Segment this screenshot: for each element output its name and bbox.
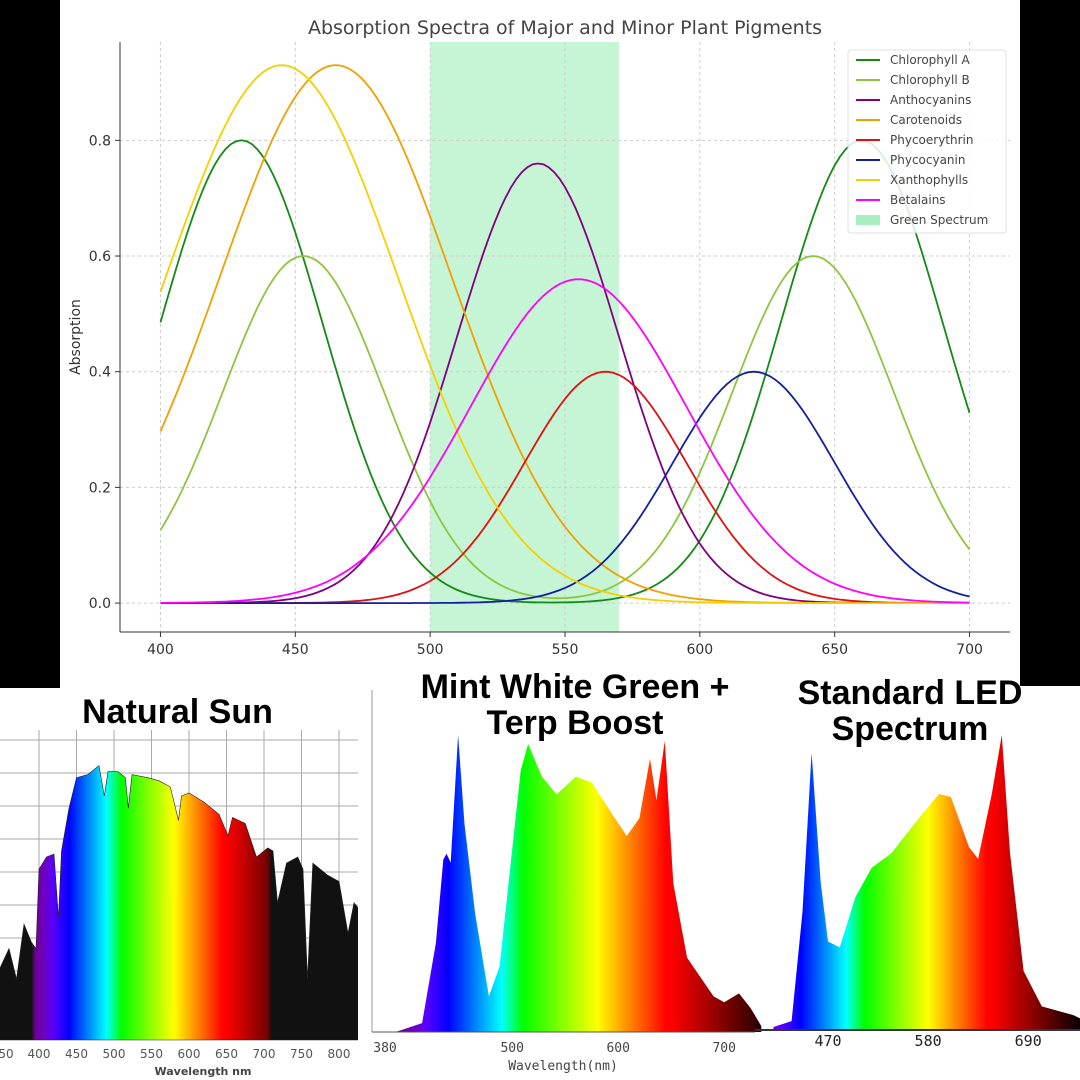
series-line-chlorophyll-b — [159, 255, 971, 600]
panel-divider — [358, 690, 362, 1050]
x-tick-label: 600 — [606, 1041, 629, 1056]
x-tick-label: 470 — [814, 1032, 841, 1050]
legend-label: Carotenoids — [890, 113, 962, 127]
series-line-phycocyanin — [160, 370, 970, 604]
y-axis-label: Absorption — [68, 299, 84, 375]
legend-label: Green Spectrum — [890, 213, 988, 227]
spectrum-area — [773, 735, 1080, 1030]
y-tick-label: 0.4 — [89, 365, 111, 381]
x-tick-label: 500 — [417, 642, 444, 658]
x-tick-label: 400 — [28, 1047, 51, 1061]
y-tick-label: 0.6 — [89, 249, 111, 265]
left-black-bar — [0, 0, 60, 688]
x-tick-label: 500 — [500, 1041, 523, 1056]
y-tick-label: 0.8 — [89, 133, 111, 149]
legend-label: Betalains — [890, 193, 946, 207]
x-tick-label: 450 — [65, 1047, 88, 1061]
legend-swatch — [856, 215, 880, 225]
x-tick-label: 600 — [178, 1047, 201, 1061]
series-line-betalains — [160, 278, 970, 604]
x-tick-label: 700 — [253, 1047, 276, 1061]
x-tick-label: 580 — [915, 1032, 942, 1050]
x-tick-label: 700 — [956, 642, 983, 658]
legend-label: Phycocyanin — [890, 153, 965, 167]
legend-label: Chlorophyll A — [890, 53, 970, 67]
chart-title: Absorption Spectra of Major and Minor Pl… — [308, 17, 822, 39]
x-tick-label: 650 — [821, 642, 848, 658]
legend — [847, 49, 1007, 234]
x-tick-label: 380 — [373, 1041, 396, 1056]
x-tick-label: 550 — [140, 1047, 163, 1061]
x-tick-label: 50 — [0, 1047, 14, 1061]
x-tick-label: 800 — [328, 1047, 351, 1061]
x-tick-label: 400 — [147, 642, 174, 658]
absorption-chart: 400 450 500 550 600 650 700 0.0 0.2 0.4 0.6 0.8 Abso… — [68, 17, 1010, 658]
legend-label: Xanthophylls — [890, 173, 968, 187]
x-tick-label: 650 — [215, 1047, 238, 1061]
legend-label: Chlorophyll B — [890, 73, 970, 87]
x-axis-label: Wavelength(nm) — [508, 1059, 618, 1074]
y-tick-label: 0.2 — [89, 480, 111, 496]
legend-label: Phycoerythrin — [890, 133, 973, 147]
x-tick-label: 500 — [103, 1047, 126, 1061]
right-black-bar — [1020, 0, 1080, 686]
spectrum-area — [395, 735, 762, 1032]
x-tick-label: 600 — [686, 642, 713, 658]
mint-white-title: Mint White Green + Terp Boost — [420, 668, 730, 742]
x-axis-label: Wavelength nm — [155, 1065, 252, 1078]
x-tick-label: 450 — [282, 642, 309, 658]
standard-led-title: Standard LED Spectrum — [797, 674, 1023, 748]
series-line-xanthophylls — [159, 64, 970, 604]
series-line-chlorophyll-a — [159, 139, 971, 604]
spectrum-area — [0, 764, 362, 1041]
natural-sun-title: Natural Sun — [82, 693, 273, 731]
y-tick-label: 0.0 — [89, 596, 111, 612]
x-tick-label: 690 — [1015, 1032, 1042, 1050]
x-tick-label: 550 — [552, 642, 579, 658]
legend-label: Anthocyanins — [890, 93, 971, 107]
x-tick-label: 750 — [290, 1047, 313, 1061]
x-tick-label: 700 — [712, 1041, 735, 1056]
